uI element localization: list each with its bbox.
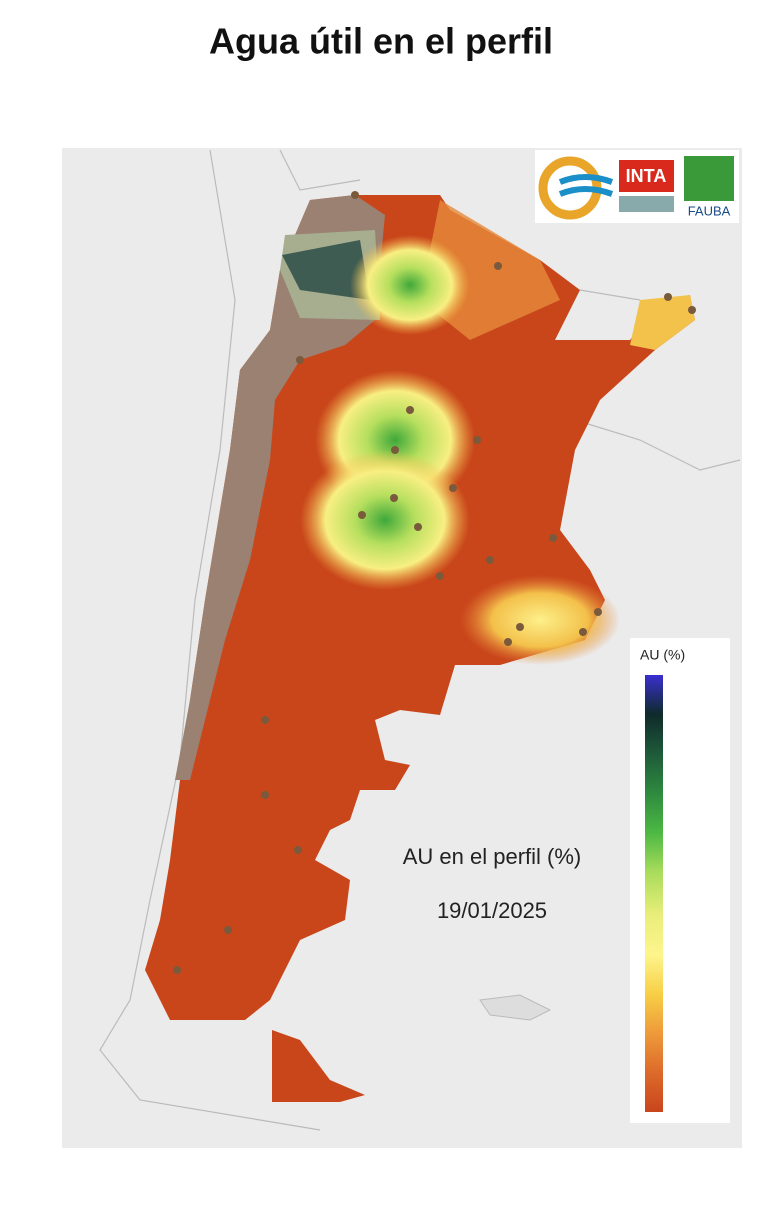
puna-wet-zone	[282, 240, 370, 300]
map-annotation: AU en el perfil (%)	[403, 844, 582, 869]
andes-dry-zone	[175, 195, 385, 780]
neighbour-borders	[279, 149, 741, 471]
inta-logo	[619, 160, 674, 192]
logo-waves	[558, 174, 614, 197]
page-title: Agua útil en el perfil	[209, 21, 553, 62]
argentina	[145, 195, 695, 1020]
colorbar	[645, 675, 663, 1112]
stations	[173, 191, 696, 974]
wet-area	[350, 235, 470, 335]
fauba-logo-text: FAUBA	[688, 203, 731, 218]
malvinas	[479, 994, 552, 1021]
map-date: 19/01/2025	[437, 898, 547, 923]
misiones-zone	[630, 295, 695, 350]
inta-logo-base	[619, 196, 674, 212]
legend-title: AU (%)	[640, 647, 685, 663]
inta-logo-text: INTA	[626, 166, 667, 186]
yellow-area	[460, 575, 620, 665]
tierra-del-fuego	[272, 1030, 365, 1102]
chile-border	[99, 149, 321, 1131]
fauba-logo	[684, 156, 734, 201]
wet-area	[300, 450, 470, 590]
